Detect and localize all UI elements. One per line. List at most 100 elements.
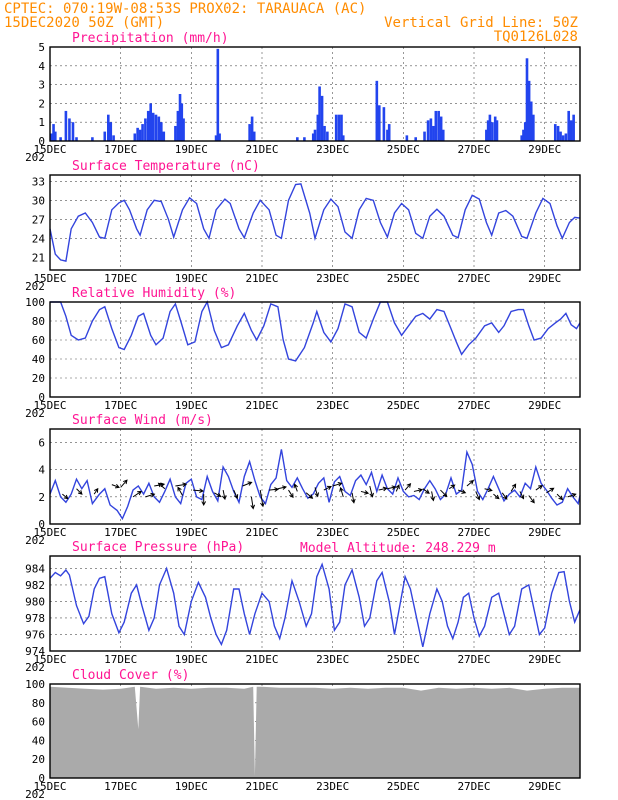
precip-bar <box>320 95 324 141</box>
precip-bar <box>334 114 338 141</box>
x-tick-label: 23DEC <box>316 526 349 539</box>
x-tick-label: 23DEC <box>316 143 349 156</box>
x-tick-label: 21DEC <box>245 780 278 793</box>
precip-bar <box>485 129 488 141</box>
precip-bar <box>178 94 182 141</box>
precip-bar <box>141 124 144 141</box>
wind-vector-arrow <box>395 484 400 492</box>
x-year-label: 202 <box>25 280 45 293</box>
precip-bar <box>434 110 438 141</box>
x-tick-label: 17DEC <box>104 653 137 666</box>
wind-vector-arrow <box>305 492 314 499</box>
y-tick-label: 2 <box>38 97 45 110</box>
x-tick-label: 15DEC <box>33 143 66 156</box>
wind-vector-arrow <box>360 490 370 495</box>
x-tick-label: 29DEC <box>528 399 561 412</box>
precip-bar <box>75 137 78 141</box>
wind-vector-arrow <box>93 487 99 495</box>
y-tick-label: 40 <box>32 734 45 747</box>
precip-bar <box>405 135 409 141</box>
precip-bar <box>567 110 570 141</box>
y-tick-label: 80 <box>32 697 45 710</box>
x-tick-label: 25DEC <box>387 526 420 539</box>
x-tick-label: 23DEC <box>316 653 349 666</box>
x-tick-label: 19DEC <box>175 653 208 666</box>
wind-vector-arrow <box>242 481 253 487</box>
y-tick-label: 4 <box>38 60 45 73</box>
precip-bar <box>525 58 529 141</box>
panel-frame <box>49 301 581 398</box>
x-tick-label: 17DEC <box>104 526 137 539</box>
precip-bar <box>553 124 557 141</box>
precip-bar <box>495 120 499 141</box>
precip-bar <box>337 114 341 141</box>
wind-panel: 0 2 4 6 15DEC 17DEC 19DEC 21DEC 23DEC 25DEC 27DEC 2… <box>25 413 581 547</box>
wind-vector-arrow <box>457 489 467 494</box>
wind-vector-arrow <box>466 479 475 487</box>
wind-vector-arrow <box>440 489 448 498</box>
wind-vector-arrow <box>62 493 69 500</box>
wind-vector-arrow <box>277 485 288 490</box>
precip-bar <box>529 101 533 141</box>
model-altitude: Model Altitude: 248.229 m <box>300 541 496 556</box>
wind-vector-arrow <box>430 491 436 502</box>
precip-bar <box>386 129 389 141</box>
x-tick-label: 19DEC <box>175 526 208 539</box>
wind-vector-arrow <box>339 486 344 498</box>
y-tick-label: 982 <box>25 579 45 592</box>
humidity-panel: 0 20 40 60 80 100 15DEC 17DEC 19DEC 21DEC 23DEC 25D… <box>25 286 581 420</box>
y-tick-label: 0 <box>38 135 45 148</box>
precip-bar <box>59 137 62 141</box>
wind-vector-arrow <box>378 486 388 492</box>
precip-bar <box>532 114 535 141</box>
precip-bar <box>71 122 75 141</box>
precip-bar <box>144 118 147 141</box>
y-tick-label: 100 <box>25 296 45 309</box>
wind-vector-arrow <box>475 491 481 501</box>
x-tick-label: 27DEC <box>457 653 490 666</box>
wind-vector-arrow <box>528 495 535 504</box>
precip-bar <box>382 107 386 141</box>
y-tick-label: 1 <box>38 116 45 129</box>
precip-bar <box>527 80 531 141</box>
x-year-label: 202 <box>25 661 45 674</box>
panel-title: Surface Wind (m/s) <box>72 413 213 428</box>
wind-vector-arrow <box>214 492 222 497</box>
wind-vector-arrow <box>250 496 256 510</box>
precip-bar <box>133 133 137 141</box>
precip-bar <box>414 137 417 141</box>
precip-bar <box>182 118 185 141</box>
precip-bar <box>107 114 110 141</box>
wind-vector-arrow <box>404 482 412 491</box>
x-tick-label: 15DEC <box>33 399 66 412</box>
x-tick-label: 27DEC <box>457 526 490 539</box>
y-tick-label: 4 <box>38 464 45 477</box>
panel-frame <box>49 683 581 779</box>
panel-title: Surface Temperature (nC) <box>72 159 260 174</box>
precip-bar <box>559 131 562 141</box>
y-tick-label: 60 <box>32 334 45 347</box>
precip-bar <box>556 125 560 141</box>
x-tick-label: 21DEC <box>245 143 278 156</box>
wind-vector-arrow <box>567 492 577 498</box>
y-tick-label: 33 <box>32 175 45 188</box>
precip-bar <box>149 103 152 141</box>
wind-vector-arrow <box>221 489 227 501</box>
header-grid-info: Vertical Grid Line: 50Z <box>384 15 578 31</box>
precip-bar <box>378 105 381 141</box>
x-year-label: 202 <box>25 151 45 164</box>
header-date: 15DEC2020 50Z (GMT) <box>4 15 164 31</box>
x-tick-label: 27DEC <box>457 399 490 412</box>
precip-bar <box>160 122 163 141</box>
y-tick-label: 2 <box>38 491 45 504</box>
precip-bar <box>340 114 343 141</box>
precip-bar <box>174 125 177 141</box>
x-tick-label: 25DEC <box>387 653 420 666</box>
precip-bar <box>303 137 306 141</box>
x-tick-label: 21DEC <box>245 399 278 412</box>
wind-vector-arrow <box>350 492 356 504</box>
wind-vector-arrow <box>422 488 430 494</box>
wind-vector-arrow <box>132 490 143 498</box>
y-tick-label: 40 <box>32 353 45 366</box>
x-tick-label: 29DEC <box>528 143 561 156</box>
